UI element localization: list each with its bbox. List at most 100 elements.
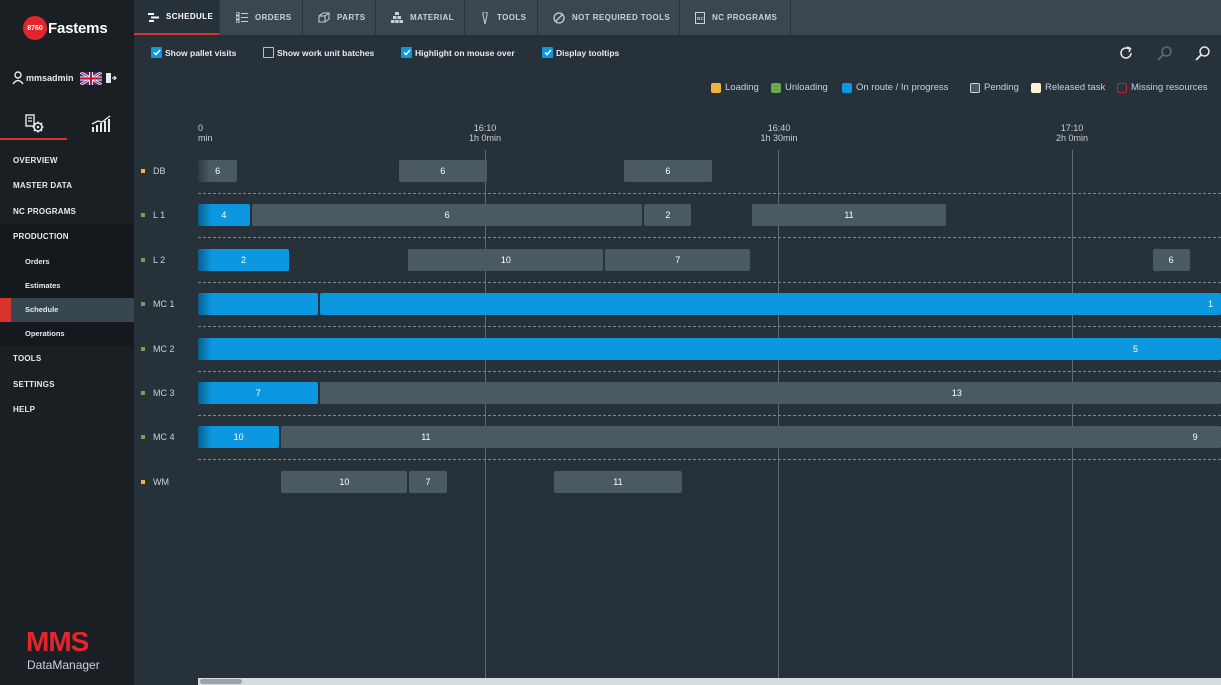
nav-help[interactable]: HELP	[13, 405, 36, 415]
legend-pending: Pending	[970, 82, 1019, 93]
zoom-out-icon[interactable]	[1195, 45, 1211, 61]
schedule-task-bar[interactable]: 6	[251, 204, 643, 227]
scrollbar-thumb[interactable]	[200, 679, 242, 684]
row-label: MC 1	[141, 293, 175, 315]
tick-elapsed: 2h 0min	[1055, 133, 1089, 143]
chart-trend-icon	[91, 115, 110, 132]
schedule-task-bar[interactable]: 11 9	[281, 426, 1221, 449]
zoom-in-icon[interactable]	[1157, 45, 1173, 61]
nav-nc-programs[interactable]: NC PROGRAMS	[13, 206, 77, 216]
refresh-icon[interactable]	[1118, 45, 1134, 61]
option-show-work-unit-batches[interactable]: Show work unit batches	[263, 47, 374, 58]
sidebar: 8760 Fastems mmsadmin	[0, 0, 134, 685]
row-label: DB	[141, 160, 166, 182]
logo-text: Fastems	[48, 19, 108, 37]
schedule-task-bar[interactable]: 10	[408, 248, 604, 271]
checkbox-checked[interactable]	[151, 47, 162, 58]
row-name: MC 2	[153, 343, 175, 354]
schedule-task-bar[interactable]: 13	[320, 382, 1221, 404]
tab-orders[interactable]: ORDERS	[222, 0, 303, 35]
tab-label: MATERIAL	[410, 13, 454, 22]
schedule-task-bar[interactable]: 6	[623, 160, 712, 182]
legend-swatch	[1031, 82, 1041, 93]
schedule-task-bar[interactable]: 4	[198, 204, 250, 227]
fastems-logo[interactable]: 8760 Fastems	[23, 15, 108, 41]
orders-list-icon	[236, 12, 248, 23]
schedule-task-bar[interactable]: 2	[198, 248, 290, 271]
tab-not-required-tools[interactable]: NOT REQUIRED TOOLS	[539, 0, 680, 35]
schedule-task-bar[interactable]: 6	[1152, 248, 1190, 271]
nav-settings[interactable]: SETTINGS	[13, 379, 55, 389]
task-label: 1	[1207, 299, 1213, 310]
schedule-task-bar[interactable]: 7	[605, 248, 751, 271]
row-separator	[198, 370, 1221, 372]
legend-on-route: On route / In progress	[842, 82, 948, 93]
nav-master-data[interactable]: MASTER DATA	[13, 181, 73, 191]
tab-nc-programs[interactable]: NC NC PROGRAMS	[681, 0, 791, 35]
tab-label: PARTS	[337, 13, 366, 22]
row-name: MC 1	[153, 299, 175, 310]
logout-icon[interactable]	[105, 72, 117, 84]
time-tick: 16:40 1h 30min	[744, 123, 814, 143]
row-label: MC 3	[141, 382, 175, 404]
nav-estimates[interactable]: Estimates	[0, 273, 134, 298]
option-label: Show work unit batches	[277, 47, 375, 58]
logo-badge: 8760	[23, 16, 47, 40]
schedule-icon	[148, 12, 159, 22]
tab-label: TOOLS	[497, 13, 527, 22]
schedule-task-bar[interactable]: 1	[320, 293, 1221, 316]
nav-schedule[interactable]: Schedule	[0, 297, 134, 323]
datamanager-label: DataManager	[27, 658, 100, 672]
schedule-task-bar[interactable]: 10	[198, 426, 280, 449]
schedule-task-bar[interactable]: 2	[644, 204, 692, 227]
schedule-task-bar[interactable]: 7	[198, 382, 319, 404]
tick-elapsed: min	[198, 133, 213, 143]
nav-operations[interactable]: Operations	[0, 322, 134, 347]
tab-tools[interactable]: TOOLS	[466, 0, 538, 35]
tab-material[interactable]: MATERIAL	[377, 0, 465, 35]
schedule-task-bar[interactable]: 11	[752, 204, 946, 227]
nav-overview[interactable]: OVERVIEW	[13, 156, 58, 165]
nav-tools[interactable]: TOOLS	[13, 354, 42, 364]
row-name: MC 3	[153, 388, 175, 398]
option-label: Show pallet visits	[165, 47, 237, 58]
checkbox-checked[interactable]	[542, 47, 553, 58]
username[interactable]: mmsadmin	[26, 73, 74, 83]
user-row: mmsadmin	[12, 70, 117, 86]
tab-schedule[interactable]: SCHEDULE	[134, 0, 220, 35]
legend-released-task: Released task	[1031, 82, 1105, 93]
checkbox-checked[interactable]	[401, 47, 412, 58]
tab-parts[interactable]: PARTS	[304, 0, 376, 35]
schedule-task-bar[interactable]: 10	[281, 470, 408, 493]
schedule-task-bar[interactable]: 5	[198, 337, 1221, 360]
prohibited-icon	[553, 11, 565, 24]
row-label: L 2	[141, 249, 165, 271]
row-label: MC 2	[141, 338, 175, 360]
task-label: 13	[951, 388, 962, 398]
task-label: 5	[1132, 343, 1138, 354]
nav-orders[interactable]: Orders	[0, 249, 134, 274]
production-mode-tab[interactable]	[0, 108, 67, 140]
nav-production[interactable]: PRODUCTION	[0, 224, 134, 250]
checkbox-unchecked[interactable]	[263, 47, 274, 58]
row-name: WM	[153, 476, 169, 487]
tick-time: 17:10	[1060, 123, 1084, 133]
schedule-task-bar[interactable]: 7	[409, 470, 447, 493]
schedule-task-bar[interactable]	[198, 293, 319, 316]
horizontal-scrollbar[interactable]	[198, 678, 1221, 685]
tick-elapsed: 1h 0min	[468, 133, 502, 143]
option-show-pallet-visits[interactable]: Show pallet visits	[151, 47, 236, 58]
schedule-task-bar[interactable]: 6	[198, 160, 238, 182]
schedule-task-bar[interactable]: 11	[554, 470, 682, 493]
tab-label: ORDERS	[255, 13, 292, 22]
option-display-tooltips[interactable]: Display tooltips	[542, 47, 619, 58]
time-tick: 0 min	[198, 123, 213, 143]
tick-time: 16:10	[473, 123, 497, 133]
option-highlight-on-mouse-over[interactable]: Highlight on mouse over	[401, 47, 515, 58]
statistics-mode-tab[interactable]	[67, 108, 134, 140]
schedule-task-bar[interactable]: 6	[398, 160, 487, 182]
row-name: L 1	[153, 210, 166, 221]
row-status-dot	[141, 391, 145, 395]
uk-flag-icon[interactable]	[79, 71, 102, 85]
top-tab-bar: SCHEDULE ORDERS PARTS MATERIAL TOOLS NOT…	[134, 0, 1221, 35]
